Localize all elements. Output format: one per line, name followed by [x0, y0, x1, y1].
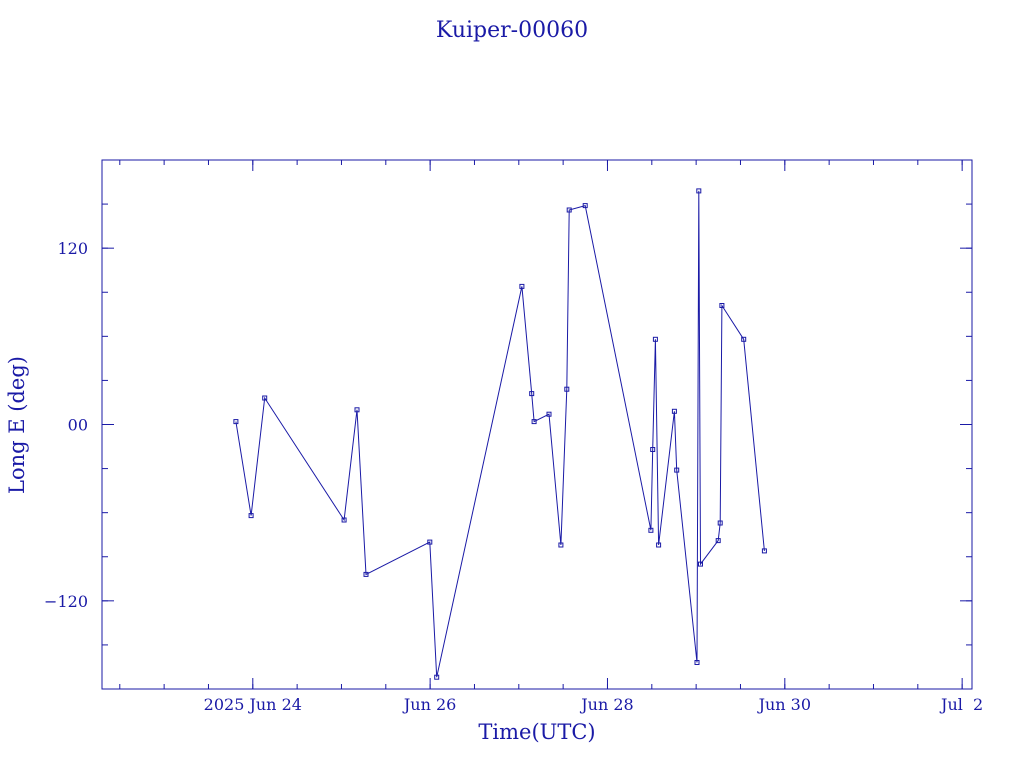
- data-point: [262, 395, 268, 401]
- data-point: [717, 520, 723, 526]
- data-point: [650, 447, 656, 452]
- y-tick-label: 120: [57, 239, 88, 258]
- y-tick-label: 00: [68, 416, 88, 435]
- y-tick-label: −120: [44, 592, 88, 611]
- minor-ticks: [102, 160, 972, 689]
- y-ticks: −120 00 120: [44, 239, 972, 611]
- series-group: [233, 188, 767, 680]
- x-axis-label: Time(UTC): [478, 720, 595, 744]
- data-point: [741, 336, 747, 342]
- x-tick-label: Jun 28: [579, 695, 633, 714]
- data-point: [761, 548, 767, 554]
- data-point: [558, 542, 564, 548]
- data-point: [656, 542, 662, 548]
- y-axis-label: Long E (deg): [5, 356, 29, 494]
- data-point: [233, 419, 239, 425]
- x-ticks: 2025 Jun 24 Jun 26 Jun 28 Jun 30 Jul 2: [204, 160, 983, 714]
- data-point: [671, 408, 677, 414]
- data-point: [531, 419, 537, 425]
- data-point: [434, 674, 440, 680]
- data-point: [674, 467, 680, 473]
- data-point: [696, 188, 702, 194]
- data-point: [529, 391, 535, 397]
- data-point: [546, 411, 552, 417]
- data-point: [582, 203, 588, 209]
- series-line: [235, 190, 765, 678]
- chart-title: Kuiper-00060: [436, 18, 588, 43]
- data-point: [566, 207, 572, 213]
- x-tick-label: Jun 26: [402, 695, 456, 714]
- data-point: [354, 407, 360, 413]
- x-tick-label: 2025 Jun 24: [204, 695, 302, 714]
- data-point: [427, 539, 433, 545]
- data-point: [652, 336, 658, 342]
- data-point: [341, 517, 347, 523]
- data-point: [564, 386, 570, 392]
- axes-frame: [101, 159, 973, 690]
- data-point: [694, 660, 700, 665]
- x-tick-label: Jul 2: [939, 695, 983, 714]
- plot-border: [101, 159, 973, 690]
- data-point: [363, 571, 369, 577]
- series-layer: [233, 188, 767, 680]
- x-tick-label: Jun 30: [757, 695, 811, 714]
- data-point: [248, 513, 254, 519]
- data-point: [715, 538, 721, 544]
- data-point: [698, 561, 703, 567]
- data-point: [719, 303, 725, 308]
- data-point: [519, 283, 525, 289]
- data-point: [648, 527, 654, 533]
